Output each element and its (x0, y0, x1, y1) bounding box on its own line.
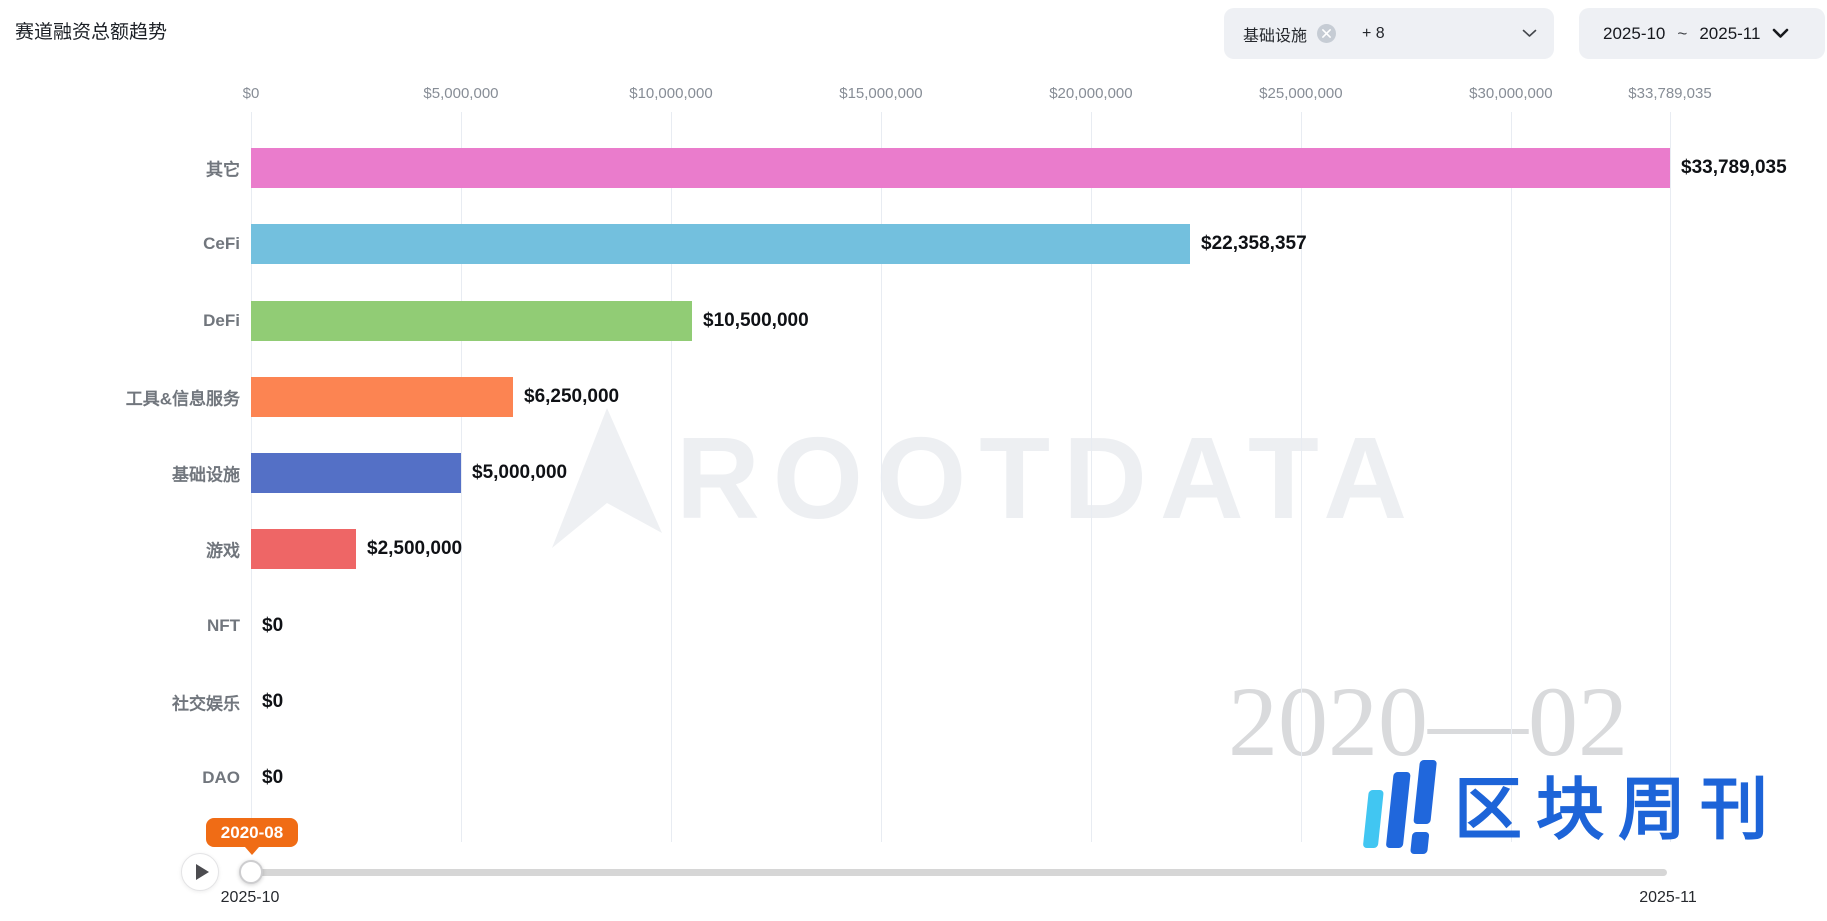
gridline (1670, 112, 1671, 842)
chevron-down-icon (1773, 28, 1789, 38)
timeline-frame-tooltip: 2020-08 (206, 818, 298, 847)
chevron-down-icon (1522, 29, 1537, 37)
x-axis-tick-label: $25,000,000 (1259, 85, 1343, 102)
value-label: $0 (262, 690, 284, 712)
x-axis-tick-label: $15,000,000 (839, 85, 923, 102)
brand-logo-text: 区块周刊 (1454, 772, 1783, 848)
timeline-handle[interactable] (239, 860, 263, 884)
x-axis-tick-label: $20,000,000 (1049, 85, 1133, 102)
remove-tag-icon[interactable] (1317, 24, 1337, 43)
value-label: $0 (262, 614, 284, 636)
category-label: 工具&信息服务 (125, 389, 240, 409)
x-axis-tick-label: $5,000,000 (423, 85, 499, 102)
value-label: $0 (262, 767, 284, 788)
category-label: 基础设施 (172, 465, 240, 485)
gridline (1090, 112, 1092, 842)
x-axis-tick-label: $10,000,000 (629, 85, 713, 102)
value-label: $33,789,035 (1681, 157, 1787, 178)
gridline (1510, 112, 1512, 842)
rootdata-watermark: ROOTDATA (552, 408, 1420, 548)
value-label: $10,500,000 (703, 309, 809, 331)
gridline (1300, 112, 1302, 842)
value-label: $22,358,357 (1201, 233, 1307, 255)
category-label: NFT (206, 615, 240, 635)
bar (251, 529, 356, 570)
brand-logo: 区块周刊 (1358, 760, 1782, 860)
category-label: 游戏 (206, 541, 240, 561)
page-title: 赛道融资总额趋势 (15, 22, 168, 43)
value-label: $5,000,000 (472, 462, 568, 483)
category-label: 社交娱乐 (172, 694, 240, 714)
play-button[interactable] (181, 853, 219, 891)
timeline-range-end: 2025-11 (1639, 889, 1697, 906)
timeline-range-start: 2025-10 (220, 889, 280, 906)
date-range-end: 2025-11 (1699, 23, 1761, 43)
date-range-select[interactable]: 2025-10 ~ 2025-11 (1579, 8, 1825, 59)
category-label: 其它 (206, 160, 240, 180)
rootdata-watermark-text: ROOTDATA (676, 413, 1421, 543)
play-icon (195, 864, 209, 880)
tag-filter-select[interactable]: 基础设施 + 8 (1224, 8, 1554, 59)
bar (251, 300, 692, 341)
timeline-track[interactable] (251, 869, 1667, 876)
bar (251, 148, 1670, 188)
date-range-separator: ~ (1677, 23, 1688, 43)
tag-filter-selected-label: 基础设施 (1243, 27, 1308, 45)
x-axis-tick-label: $33,789,035 (1628, 85, 1712, 102)
tag-filter-more-count: + 8 (1362, 24, 1385, 42)
value-label: $2,500,000 (367, 538, 463, 560)
brand-logo-icon (1363, 760, 1437, 854)
date-range-start: 2025-10 (1603, 23, 1666, 43)
x-axis-tick-label: $0 (242, 85, 260, 102)
bar (251, 224, 1190, 265)
category-label: CeFi (203, 234, 240, 254)
bar (251, 453, 461, 493)
bar (251, 376, 513, 417)
category-label: DAO (202, 768, 240, 787)
rootdata-logo-icon (552, 408, 662, 548)
value-label: $6,250,000 (524, 385, 620, 407)
category-label: DeFi (203, 310, 240, 330)
gridline (460, 112, 462, 842)
gridline (670, 112, 672, 842)
frame-date-watermark: 2020—02 (1228, 666, 1628, 777)
x-axis-tick-label: $30,000,000 (1469, 85, 1553, 102)
gridline (880, 112, 882, 842)
